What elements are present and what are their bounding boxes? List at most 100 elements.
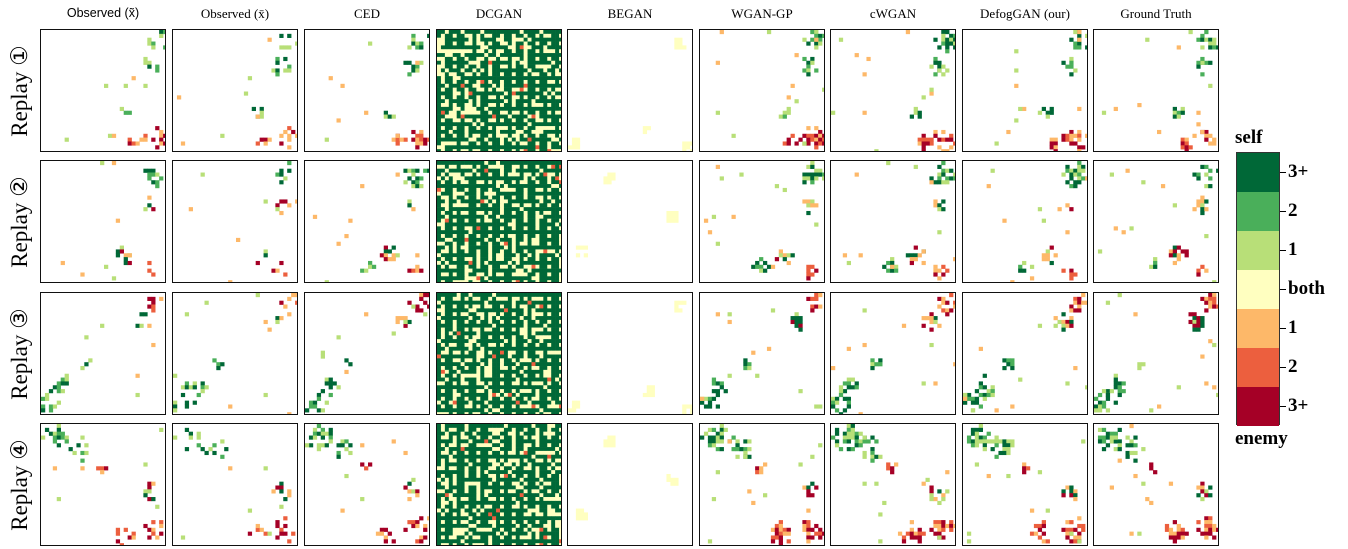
heatmap-cell [461, 424, 465, 428]
heatmap-cell [933, 316, 937, 320]
heatmap-cell [287, 297, 291, 301]
heatmap-cell [461, 320, 465, 324]
heatmap-cell [461, 447, 465, 451]
heatmap-cell [163, 134, 166, 138]
heatmap-cell [441, 173, 445, 177]
heatmap-cell [941, 30, 945, 34]
heatmap-cell [937, 180, 941, 184]
heatmap-cell [528, 61, 532, 65]
heatmap-cell [559, 366, 562, 370]
heatmap-cell [535, 466, 539, 470]
heatmap-cell [504, 34, 508, 38]
heatmap-cell [520, 145, 524, 149]
heatmap-cell [496, 226, 500, 230]
heatmap-cell [151, 45, 155, 49]
heatmap-cell [492, 324, 496, 328]
heatmap-cell [445, 196, 449, 200]
heatmap-cell [539, 408, 543, 412]
heatmap-cell [504, 447, 508, 451]
heatmap-cell [1212, 138, 1216, 142]
heatmap-cell [512, 370, 516, 374]
heatmap-cell [472, 276, 476, 280]
heatmap-cell [532, 362, 536, 366]
heatmap-cell [543, 84, 547, 88]
heatmap-cell [453, 459, 457, 463]
heatmap-cell [500, 482, 504, 486]
heatmap-cell [555, 68, 559, 72]
heatmap-cell [539, 459, 543, 463]
heatmap-cell [461, 312, 465, 316]
heatmap-cell [535, 343, 539, 347]
heatmap-cell [453, 234, 457, 238]
heatmap-cell [555, 249, 559, 253]
heatmap-cell [937, 138, 941, 142]
heatmap-cell [469, 238, 473, 242]
heatmap-cell [469, 61, 473, 65]
heatmap-cells [568, 30, 693, 152]
heatmap-cell [508, 404, 512, 408]
heatmap-panel [172, 423, 298, 546]
heatmap-cell [484, 149, 488, 152]
heatmap-cell [476, 34, 480, 38]
heatmap-cell [453, 207, 457, 211]
heatmap-cell [484, 462, 488, 466]
heatmap-cell [465, 297, 469, 301]
heatmap-cell [437, 408, 441, 412]
heatmap-cell [539, 249, 543, 253]
heatmap-cell [787, 107, 791, 111]
heatmap-cell [480, 134, 484, 138]
heatmap-cell [488, 196, 492, 200]
heatmap-panel [172, 160, 298, 283]
heatmap-cell [472, 72, 476, 76]
heatmap-cell [445, 76, 449, 80]
heatmap-cell [419, 42, 423, 46]
heatmap-cell [457, 312, 461, 316]
heatmap-cell [555, 184, 559, 188]
heatmap-cell [469, 130, 473, 134]
heatmap-cell [472, 293, 476, 297]
heatmap-cell [504, 401, 508, 405]
heatmap-cell [287, 412, 291, 415]
heatmap-cell [476, 335, 480, 339]
heatmap-cell [488, 103, 492, 107]
heatmap-cell [508, 474, 512, 478]
heatmap-cell [496, 192, 500, 196]
heatmap-cell [313, 428, 317, 432]
heatmap-cell [555, 207, 559, 211]
heatmap-cell [476, 297, 480, 301]
heatmap-cell [783, 141, 787, 145]
heatmap-cell [457, 280, 461, 283]
heatmap-cell [806, 141, 810, 145]
heatmap-cell [411, 169, 415, 173]
heatmap-cell [469, 451, 473, 455]
heatmap-cell [508, 192, 512, 196]
heatmap-cell [933, 203, 937, 207]
heatmap-cell [496, 99, 500, 103]
heatmap-cell [488, 261, 492, 265]
heatmap-cell [528, 297, 532, 301]
heatmap-cell [712, 215, 716, 219]
heatmap-cell [317, 397, 321, 401]
heatmap-cell [453, 80, 457, 84]
heatmap-cell [469, 462, 473, 466]
heatmap-cell [524, 459, 528, 463]
heatmap-cell [392, 257, 396, 261]
heatmap-cell [520, 482, 524, 486]
heatmap-cell [543, 265, 547, 269]
heatmap-cell [555, 115, 559, 119]
heatmap-cell [201, 447, 205, 451]
heatmap-cell [700, 397, 704, 401]
heatmap-cell [516, 42, 520, 46]
heatmap-cell [532, 34, 536, 38]
heatmap-cell [528, 84, 532, 88]
heatmap-cell [461, 339, 465, 343]
heatmap-cell [559, 130, 562, 134]
heatmap-cell [508, 301, 512, 305]
heatmap-cell [528, 257, 532, 261]
heatmap-cell [147, 528, 151, 532]
heatmap-cell [532, 339, 536, 343]
heatmap-cell [539, 141, 543, 145]
heatmap-cell [492, 459, 496, 463]
heatmap-cell [403, 180, 407, 184]
heatmap-cell [465, 253, 469, 257]
